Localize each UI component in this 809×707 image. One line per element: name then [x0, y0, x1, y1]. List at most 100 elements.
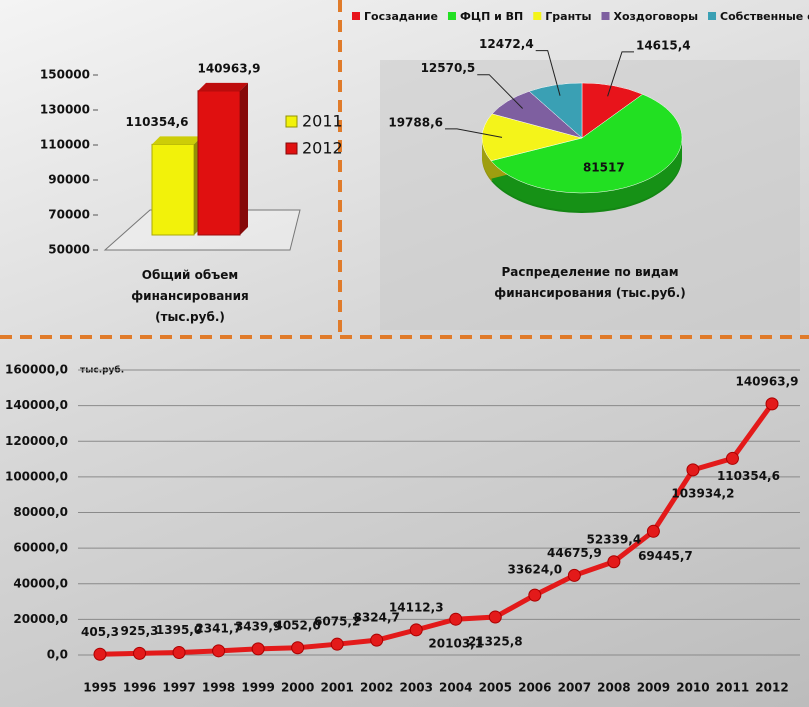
value-label: 12472,4	[479, 37, 534, 51]
leader	[445, 128, 503, 138]
y-tick-label: 160000,0	[5, 363, 68, 377]
legend-swatch	[601, 12, 610, 20]
marker	[725, 451, 739, 465]
marker	[291, 641, 305, 655]
marker	[212, 644, 226, 658]
legend-swatch	[708, 12, 717, 20]
x-tick-label: 2006	[518, 681, 551, 695]
marker	[646, 524, 660, 538]
value-label: 2341,7	[195, 621, 241, 635]
x-tick-label: 2012	[755, 681, 788, 695]
marker	[93, 647, 107, 661]
y-tick-label: 150000	[40, 68, 90, 82]
x-tick-label: 2005	[479, 681, 512, 695]
y-tick-label: 40000,0	[13, 576, 68, 590]
x-tick-label: 2007	[558, 681, 591, 695]
value-label: 44675,9	[547, 546, 602, 560]
legend-label: 2011	[302, 112, 343, 131]
legend-swatch	[447, 12, 456, 20]
value-label: 33624,0	[507, 563, 562, 577]
value-label: 21325,8	[468, 635, 523, 649]
x-tick-label: 1998	[202, 681, 235, 695]
value-label: 4052,0	[274, 618, 320, 632]
x-tick-label: 1999	[241, 681, 274, 695]
value-label: 140963,9	[735, 374, 798, 388]
y-tick-label: 140000,0	[5, 398, 68, 412]
y-tick-label: 50000	[48, 243, 90, 257]
bar-title: Общий объем финансирования (тыс.руб.)	[131, 268, 249, 324]
value-label: 8324,7	[354, 611, 400, 625]
y-tick-label: 110000	[40, 138, 90, 152]
value-label: 20103,1	[428, 637, 483, 651]
legend-swatch	[533, 12, 542, 20]
value-label: 1395,0	[156, 623, 202, 637]
value-label: 14112,3	[389, 600, 444, 614]
line	[99, 402, 775, 657]
value-label: 3439,9	[235, 619, 281, 633]
value-label: 81517	[583, 161, 625, 175]
marker	[765, 397, 779, 411]
x-tick-label: 2002	[360, 681, 393, 695]
x-tick-label: 1996	[123, 681, 156, 695]
x-tick-label: 2009	[637, 681, 670, 695]
y-tick-label: 80000,0	[13, 505, 68, 519]
leader	[607, 51, 634, 97]
bar-top	[198, 82, 248, 91]
x-tick-label: 1997	[162, 681, 195, 695]
y-tick-label: 130000	[40, 103, 90, 117]
marker	[330, 637, 344, 651]
legend-swatch	[285, 142, 298, 155]
slice	[481, 113, 583, 162]
leader	[535, 50, 561, 96]
y-tick-label: 120000,0	[5, 434, 68, 448]
x-tick-label: 2001	[320, 681, 353, 695]
marker	[528, 588, 542, 602]
x-tick-label: 2004	[439, 681, 472, 695]
y-tick-label: 0,0	[47, 648, 68, 662]
legend-label: Госзадание	[364, 10, 438, 23]
y-tick-label: 90000	[48, 173, 90, 187]
slice	[528, 82, 583, 139]
legend-label: ФЦП и ВП	[460, 10, 523, 23]
value-label: 19788,6	[388, 115, 443, 129]
marker	[567, 568, 581, 582]
marker	[133, 646, 147, 660]
marker	[686, 463, 700, 477]
y-tick-label: 100000,0	[5, 469, 68, 483]
legend-label: Собственные средства	[720, 10, 809, 23]
value-label: 6075,2	[314, 615, 360, 629]
value-label: 110354,6	[717, 469, 780, 483]
x-tick-label: 2003	[400, 681, 433, 695]
bar-side	[240, 82, 248, 235]
marker	[251, 642, 265, 656]
marker	[370, 633, 384, 647]
x-tick-label: 2010	[676, 681, 709, 695]
bar	[151, 143, 195, 236]
value-label: 140963,9	[197, 61, 260, 75]
value-label: 405,3	[81, 625, 119, 639]
value-label: 69445,7	[638, 549, 693, 563]
marker	[409, 623, 423, 637]
y-tick-label: 70000	[48, 208, 90, 222]
marker	[607, 555, 621, 569]
legend-swatch	[352, 12, 360, 20]
marker	[449, 612, 463, 626]
marker	[488, 610, 502, 624]
legend-label: 2012	[302, 139, 343, 158]
value-label: 52339,4	[587, 532, 642, 546]
value-label: 12570,5	[421, 61, 476, 75]
x-tick-label: 2008	[597, 681, 630, 695]
value-label: 14615,4	[636, 38, 691, 52]
value-label: 110354,6	[125, 115, 188, 129]
value-label: 925,3	[121, 624, 159, 638]
legend-swatch	[285, 115, 298, 128]
legend-label: Хоздоговоры	[614, 10, 699, 23]
leader	[477, 74, 523, 109]
value-label: 103934,2	[671, 486, 734, 500]
pie-title: Распределение по видам финансирования (т…	[494, 265, 686, 300]
bar-top	[152, 136, 202, 145]
slice	[490, 93, 683, 194]
legend-label: Гранты	[545, 10, 591, 23]
